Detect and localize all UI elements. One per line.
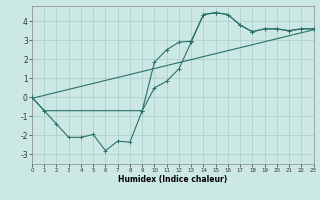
X-axis label: Humidex (Indice chaleur): Humidex (Indice chaleur)	[118, 175, 228, 184]
